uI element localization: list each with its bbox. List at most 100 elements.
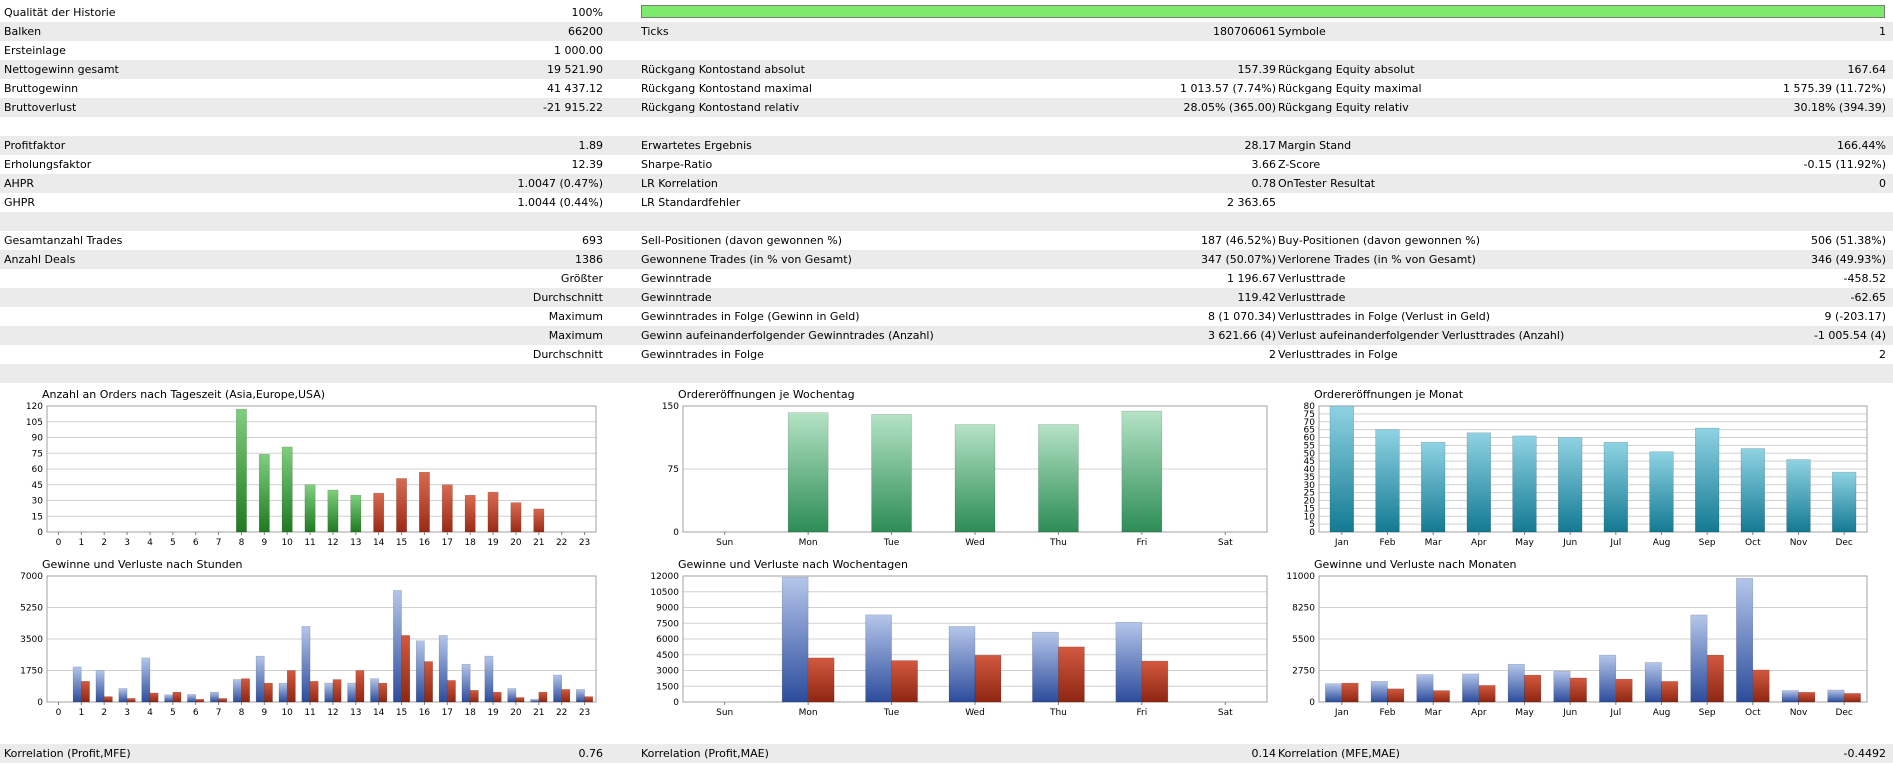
x-tick-label: 7 — [216, 538, 222, 548]
stats-label: AHPR — [4, 177, 35, 190]
bar — [787, 412, 829, 533]
chart-svg: 0 75 150 Sun Mon Tue Wed Thu Fri Sat — [662, 402, 1268, 548]
bar — [281, 446, 293, 533]
bar — [533, 508, 545, 533]
x-tick-label: 17 — [442, 708, 453, 718]
bar-profit — [278, 682, 288, 703]
bar-loss — [1058, 646, 1085, 703]
stats-label: Gewinn aufeinanderfolgender Gewinntrades… — [641, 329, 934, 342]
plot-frame — [1318, 405, 1868, 533]
stats-label: Gewinntrades in Folge (Gewinn in Geld) — [641, 310, 860, 323]
stats-value — [1560, 364, 1886, 383]
stats-value — [1000, 41, 1276, 60]
history-quality-bar — [641, 5, 1885, 18]
y-tick-label: 0 — [1309, 528, 1315, 538]
stats-row: Gesamtanzahl Trades 693 Sell-Positionen (d… — [0, 231, 1893, 250]
x-tick-label: Sep — [1699, 708, 1716, 718]
bar-profit — [255, 655, 265, 703]
y-tick-label: 30 — [1304, 481, 1316, 491]
bar-profit — [553, 674, 562, 703]
x-tick-label: 17 — [442, 538, 453, 548]
chart-orders_month: Ordereröffnungen je Monat 0 5 10 15 20 25 30 35 4… — [1272, 388, 1881, 556]
stats-value: 1.0044 (0.44%) — [517, 196, 603, 209]
stats-value: -0.15 (11.92%) — [1803, 158, 1886, 171]
stats-value: 347 (50.07%) — [1200, 253, 1276, 266]
x-tick-label: 21 — [533, 708, 544, 718]
stats-value: 506 (51.38%) — [1810, 234, 1886, 247]
stats-label: Balken — [4, 25, 42, 38]
bar-profit — [1644, 662, 1662, 703]
stats-value — [300, 212, 603, 231]
bar — [1329, 405, 1354, 533]
y-tick-label: 5250 — [20, 604, 43, 614]
bar-profit — [95, 670, 105, 703]
x-tick-label: 15 — [396, 538, 407, 548]
x-tick-label: Dec — [1835, 538, 1852, 548]
bar — [871, 414, 912, 533]
stats-value: 1 000.00 — [554, 44, 603, 57]
x-tick-label: 16 — [419, 538, 431, 548]
stats-row: Maximum Gewinn aufeinanderfolgender Gewin… — [0, 326, 1893, 345]
bar — [1649, 451, 1674, 533]
stats-value: 180706061 — [1213, 25, 1276, 38]
stats-value: 119.42 — [1237, 291, 1277, 304]
x-tick-label: 22 — [556, 708, 567, 718]
bar-loss — [1141, 660, 1169, 703]
x-tick-label: Wed — [965, 708, 985, 718]
correlation-row: Korrelation (Profit,MFE) 0.76 Korrelatio… — [0, 744, 1893, 763]
bar-loss — [1706, 654, 1724, 703]
stats-value: 1.0047 (0.47%) — [517, 177, 603, 190]
x-tick-label: 20 — [510, 708, 522, 718]
bar-profit — [1599, 654, 1617, 703]
bar-profit — [324, 682, 334, 703]
stats-value: 187 (46.52%) — [1200, 234, 1276, 247]
x-tick-label: Jan — [1334, 708, 1349, 718]
stats-label: Gewinntrades in Folge — [641, 348, 764, 361]
stats-row: Durchschnitt Gewinntrade 119.42 Verlusttrad… — [0, 288, 1893, 307]
x-tick-label: Jun — [1562, 538, 1577, 548]
bar-profit — [1115, 621, 1143, 703]
stats-label: Ticks — [641, 25, 669, 38]
x-tick-label: Jul — [1609, 538, 1621, 548]
bar-profit — [1462, 673, 1480, 703]
x-tick-label: May — [1515, 538, 1534, 548]
stats-value: 3.66 — [1251, 158, 1277, 171]
stats-label: Rückgang Kontostand maximal — [641, 82, 812, 95]
stats-label — [4, 326, 294, 345]
y-tick-label: 0 — [673, 528, 679, 538]
bar — [236, 408, 247, 533]
bar-profit — [1690, 614, 1708, 703]
plot-frame — [46, 405, 597, 533]
y-tick-label: 30 — [32, 497, 44, 507]
x-tick-label: Feb — [1380, 538, 1396, 548]
stats-value: 28.05% (365.00) — [1183, 101, 1276, 114]
stats-value — [1560, 193, 1886, 212]
bar — [954, 424, 996, 533]
y-tick-label: 0 — [37, 528, 43, 538]
stats-label: Rückgang Equity absolut — [1278, 63, 1415, 76]
chart-orders_hour: Anzahl an Orders nach Tageszeit (Asia,Eu… — [0, 388, 610, 556]
x-tick-label: Apr — [1471, 538, 1487, 548]
stats-label — [4, 212, 294, 231]
stats-label: Verlusttrade — [1278, 272, 1346, 285]
y-tick-label: 7500 — [656, 619, 679, 629]
stats-row: Nettogewinn gesamt 19 521.90 Rückgang Kont… — [0, 60, 1893, 79]
stats-value: 166.44% — [1837, 139, 1886, 152]
stats-value — [1560, 212, 1886, 231]
bar-profit — [393, 590, 402, 703]
stats-label: LR Korrelation — [641, 177, 718, 190]
stats-value: -1 005.54 (4) — [1813, 329, 1886, 342]
y-tick-label: 20 — [1304, 497, 1316, 507]
x-tick-label: 7 — [216, 708, 222, 718]
stats-label: Gesamtanzahl Trades — [4, 234, 123, 247]
bar — [1832, 471, 1857, 533]
bar-loss — [1478, 685, 1496, 703]
x-tick-label: 22 — [556, 538, 567, 548]
bar-profit — [1827, 689, 1845, 703]
stats-value: Durchschnitt — [532, 291, 603, 304]
stats-value: 12.39 — [571, 158, 604, 171]
x-tick-label: 13 — [350, 708, 361, 718]
stats-value: 2 — [1269, 348, 1276, 361]
x-tick-label: Sep — [1699, 538, 1716, 548]
